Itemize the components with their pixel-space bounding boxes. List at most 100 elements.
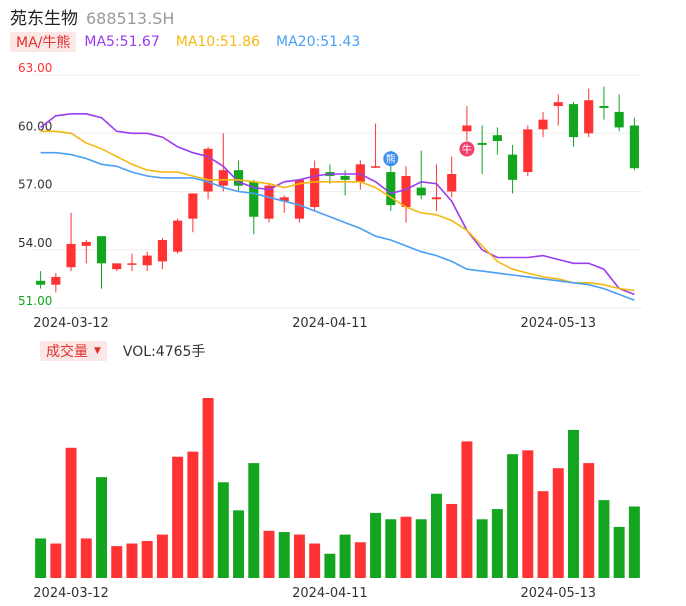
candle-body — [66, 243, 76, 268]
volume-toggle-button[interactable]: 成交量 ▼ — [40, 341, 107, 361]
candle-body — [51, 276, 61, 285]
ma20-legend: MA20:51.43 — [276, 34, 361, 50]
candle-body — [233, 170, 244, 186]
candle-body — [553, 102, 563, 107]
candle-body — [492, 135, 502, 142]
x-tick-label: 2024-04-11 — [292, 586, 368, 601]
y-tick-label: 63.00 — [18, 61, 52, 75]
volume-bar — [278, 532, 290, 578]
volume-bar — [202, 398, 214, 578]
x-tick-label: 2024-05-13 — [520, 316, 596, 331]
x-tick-label: 2024-04-11 — [292, 316, 368, 331]
volume-value: VOL:4765手 — [122, 344, 206, 360]
volume-legend: 成交量 ▼ VOL:4765手 — [40, 340, 205, 362]
candle-body — [629, 125, 639, 169]
volume-bar — [217, 482, 229, 578]
volume-bar — [35, 538, 47, 578]
ma20-line — [40, 151, 635, 301]
candle-body — [370, 166, 381, 168]
candle-body — [614, 111, 624, 128]
ma10-line — [40, 130, 635, 292]
volume-bar — [446, 503, 458, 578]
volume-bar — [522, 450, 534, 578]
stock-code: 688513.SH — [86, 9, 175, 28]
candle-body — [264, 185, 274, 219]
y-tick-label: 60.00 — [18, 119, 52, 133]
volume-bar — [293, 534, 305, 578]
volume-bar — [537, 491, 549, 578]
y-tick-label: 51.00 — [18, 294, 52, 308]
ma-toggle-label: MA/牛熊 — [16, 35, 71, 51]
volume-bar — [324, 553, 336, 578]
volume-bar — [172, 456, 184, 578]
volume-bar — [583, 463, 595, 578]
volume-toggle-label: 成交量 — [46, 344, 88, 360]
candle-body — [355, 164, 365, 182]
ma-toggle-button[interactable]: MA/牛熊 — [10, 32, 77, 52]
volume-bar — [141, 540, 153, 578]
volume-bar — [491, 509, 503, 578]
candle-body — [416, 187, 426, 196]
candle-body — [249, 181, 259, 217]
volume-bar — [80, 538, 92, 578]
candle-body — [523, 129, 533, 173]
volume-bar — [96, 477, 107, 578]
volume-bar — [598, 500, 610, 578]
volume-bar — [415, 519, 427, 578]
volume-bar — [126, 543, 138, 578]
candle-body — [310, 168, 320, 208]
volume-bar — [400, 516, 412, 578]
bear-badge-icon — [383, 151, 399, 167]
ma10-legend: MA10:51.86 — [175, 34, 261, 50]
volume-bar — [461, 441, 473, 578]
bull-badge-icon — [459, 141, 475, 157]
candle-body — [173, 220, 183, 252]
volume-bar — [476, 519, 488, 578]
candle-body — [584, 100, 594, 134]
volume-bar — [156, 534, 168, 578]
ma5-line — [40, 113, 635, 296]
volume-bar — [65, 447, 77, 578]
candle-body — [462, 125, 472, 132]
y-tick-label: 54.00 — [18, 236, 52, 250]
candle-body — [81, 241, 91, 246]
candle-body — [508, 154, 518, 180]
volume-bar — [507, 454, 519, 578]
volume-bar — [385, 519, 397, 578]
volume-bar — [111, 546, 123, 578]
candle-body — [401, 175, 411, 208]
volume-bar — [309, 543, 321, 578]
candle-body — [203, 148, 213, 192]
x-tick-label: 2024-03-12 — [33, 316, 109, 331]
candle-body — [157, 240, 167, 262]
volume-bar — [430, 493, 442, 578]
candle-body — [431, 197, 442, 200]
candle-body — [218, 170, 228, 186]
candle-body — [112, 263, 122, 270]
ma5-legend: MA5:51.67 — [84, 34, 160, 50]
volume-bar — [233, 510, 245, 578]
marker-label: 熊 — [386, 153, 396, 166]
volume-bar — [552, 468, 564, 578]
x-tick-label: 2024-03-12 — [33, 586, 109, 601]
marker-label: 牛 — [462, 143, 472, 156]
candle-body — [36, 280, 46, 285]
volume-bar — [187, 451, 199, 578]
candle-body — [538, 119, 548, 130]
volume-bar — [613, 526, 625, 578]
volume-bar — [248, 463, 260, 578]
x-tick-label: 2024-05-13 — [520, 586, 596, 601]
candle-body — [599, 106, 609, 109]
candle-body — [294, 179, 305, 219]
ma-legend: MA/牛熊 MA5:51.67 MA10:51.86 MA20:51.43 — [10, 30, 376, 54]
candle-body — [142, 255, 152, 266]
chevron-down-icon: ▼ — [94, 346, 101, 356]
candle-body — [568, 104, 579, 138]
volume-bar — [370, 512, 382, 578]
candle-body — [96, 236, 107, 264]
volume-bar — [50, 543, 62, 578]
candle-body — [477, 142, 487, 145]
y-tick-label: 57.00 — [18, 178, 52, 192]
candle-body — [127, 263, 137, 265]
